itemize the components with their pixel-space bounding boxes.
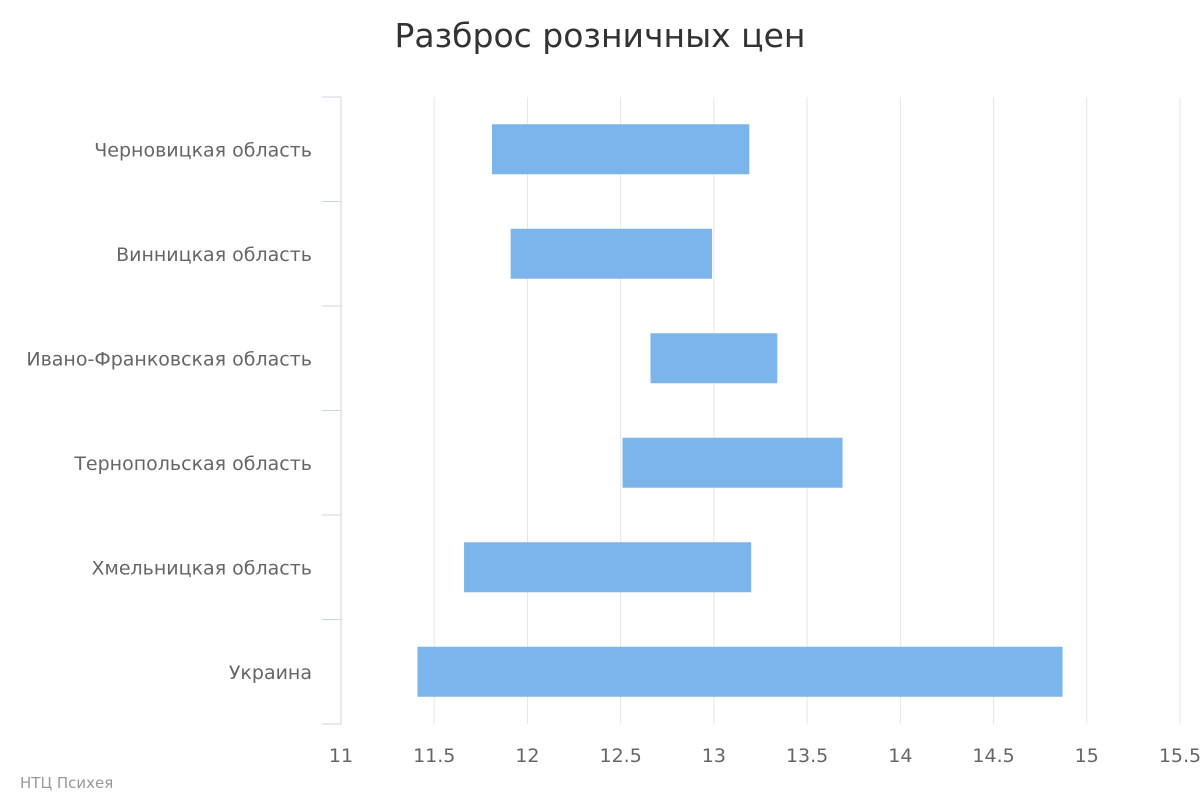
chart-title: Разброс розничных цен [394,16,806,55]
category-label: Ивано-Франковская область [26,348,312,370]
x-tick-label: 13 [702,745,726,767]
credits-text: НТЦ Психея [20,774,114,792]
value-axis-labels: 11 11.5 12 12.5 13 13.5 14 14.5 15 15.5 [329,745,1200,767]
category-labels: Черновицкая область Винницкая область Иван… [26,139,312,684]
category-axis [322,96,342,725]
x-tick-label: 15 [1075,745,1099,767]
category-label: Тернопольская область [73,453,312,475]
category-label: Украина [229,662,312,684]
range-bar[interactable] [510,228,713,279]
category-label: Винницкая область [116,244,312,266]
x-tick-label: 12.5 [600,745,642,767]
range-bar[interactable] [622,437,843,488]
range-bar[interactable] [417,646,1063,697]
x-tick-label: 12 [515,745,539,767]
x-tick-label: 13.5 [786,745,828,767]
x-tick-label: 11.5 [413,745,455,767]
x-tick-label: 14 [888,745,912,767]
range-bar[interactable] [464,542,752,593]
range-bars [417,124,1063,697]
x-tick-label: 14.5 [972,745,1014,767]
category-label: Хмельницкая область [91,557,312,579]
range-bar[interactable] [650,333,778,384]
x-tick-label: 11 [329,745,353,767]
category-label: Черновицкая область [94,139,312,161]
gridlines [433,97,1181,724]
x-tick-label: 15.5 [1159,745,1200,767]
range-bar[interactable] [492,124,750,175]
